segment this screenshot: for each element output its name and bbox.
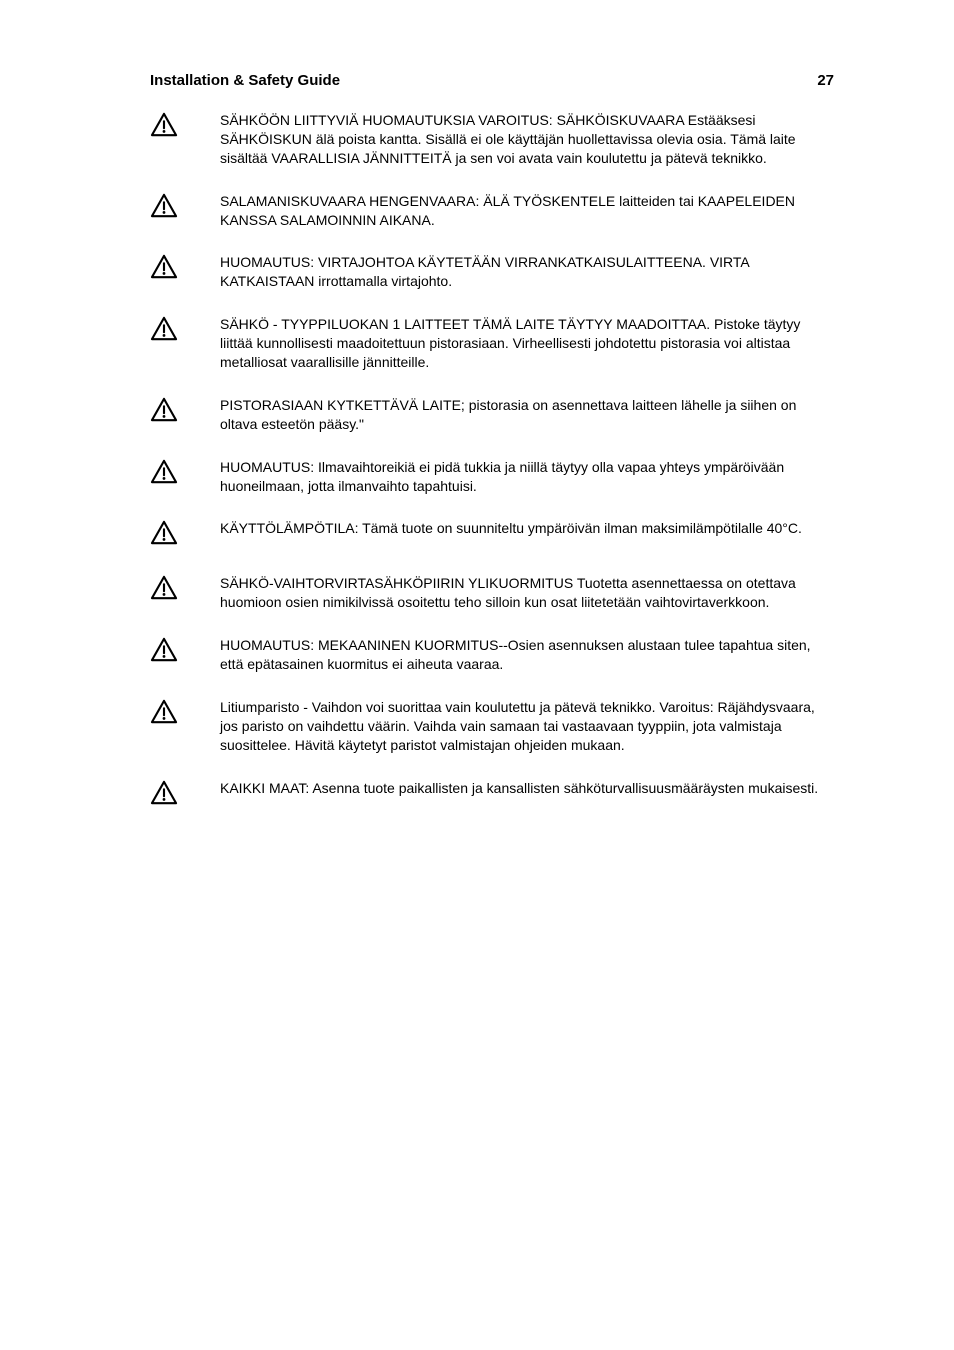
entry-text: HUOMAUTUS: Ilmavaihtoreikiä ei pidä tukk…: [220, 458, 834, 496]
warning-icon: [150, 637, 178, 662]
warning-icon: [150, 397, 178, 422]
warning-icon: [150, 316, 178, 341]
warning-icon: [150, 254, 178, 279]
entry-text: PISTORASIAAN KYTKETTÄVÄ LAITE; pistorasi…: [220, 396, 834, 434]
header-title: Installation & Safety Guide: [150, 72, 340, 89]
warning-icon: [150, 520, 178, 545]
entry-text: KÄYTTÖLÄMPÖTILA: Tämä tuote on suunnitel…: [220, 519, 834, 538]
entry-row: KÄYTTÖLÄMPÖTILA: Tämä tuote on suunnitel…: [150, 519, 834, 550]
entry-row: SALAMANISKUVAARA HENGENVAARA: ÄLÄ TYÖSKE…: [150, 192, 834, 230]
warning-icon: [150, 459, 178, 484]
warning-icon: [150, 193, 178, 218]
entry-icon-cell: [150, 458, 220, 489]
entry-icon-cell: [150, 315, 220, 346]
warning-icon: [150, 575, 178, 600]
entry-icon-cell: [150, 779, 220, 810]
entry-text: SÄHKÖ-VAIHTORVIRTASÄHKÖPIIRIN YLIKUORMIT…: [220, 574, 834, 612]
entry-icon-cell: [150, 396, 220, 427]
entry-icon-cell: [150, 519, 220, 550]
entry-icon-cell: [150, 253, 220, 284]
entry-text: Litiumparisto - Vaihdon voi suorittaa va…: [220, 698, 834, 755]
entry-row: HUOMAUTUS: MEKAANINEN KUORMITUS--Osien a…: [150, 636, 834, 674]
entry-text: HUOMAUTUS: VIRTAJOHTOA KÄYTETÄÄN VIRRANK…: [220, 253, 834, 291]
entry-text: HUOMAUTUS: MEKAANINEN KUORMITUS--Osien a…: [220, 636, 834, 674]
entry-icon-cell: [150, 192, 220, 223]
entry-row: Litiumparisto - Vaihdon voi suorittaa va…: [150, 698, 834, 755]
entry-row: PISTORASIAAN KYTKETTÄVÄ LAITE; pistorasi…: [150, 396, 834, 434]
entry-icon-cell: [150, 111, 220, 142]
page-number: 27: [817, 72, 834, 89]
entry-icon-cell: [150, 636, 220, 667]
page-content: Installation & Safety Guide 27 SÄHKÖÖN L…: [0, 0, 954, 894]
entry-text: SALAMANISKUVAARA HENGENVAARA: ÄLÄ TYÖSKE…: [220, 192, 834, 230]
entry-row: SÄHKÖ - TYYPPILUOKAN 1 LAITTEET TÄMÄ LAI…: [150, 315, 834, 372]
entry-text: SÄHKÖ - TYYPPILUOKAN 1 LAITTEET TÄMÄ LAI…: [220, 315, 834, 372]
entry-row: HUOMAUTUS: Ilmavaihtoreikiä ei pidä tukk…: [150, 458, 834, 496]
header: Installation & Safety Guide 27: [150, 72, 834, 89]
entry-text: SÄHKÖÖN LIITTYVIÄ HUOMAUTUKSIA VAROITUS:…: [220, 111, 834, 168]
entry-icon-cell: [150, 698, 220, 729]
entries-list: SÄHKÖÖN LIITTYVIÄ HUOMAUTUKSIA VAROITUS:…: [150, 111, 834, 810]
warning-icon: [150, 112, 178, 137]
entry-text: KAIKKI MAAT: Asenna tuote paikallisten j…: [220, 779, 834, 798]
entry-row: SÄHKÖÖN LIITTYVIÄ HUOMAUTUKSIA VAROITUS:…: [150, 111, 834, 168]
entry-row: HUOMAUTUS: VIRTAJOHTOA KÄYTETÄÄN VIRRANK…: [150, 253, 834, 291]
entry-row: SÄHKÖ-VAIHTORVIRTASÄHKÖPIIRIN YLIKUORMIT…: [150, 574, 834, 612]
warning-icon: [150, 699, 178, 724]
entry-row: KAIKKI MAAT: Asenna tuote paikallisten j…: [150, 779, 834, 810]
entry-icon-cell: [150, 574, 220, 605]
warning-icon: [150, 780, 178, 805]
